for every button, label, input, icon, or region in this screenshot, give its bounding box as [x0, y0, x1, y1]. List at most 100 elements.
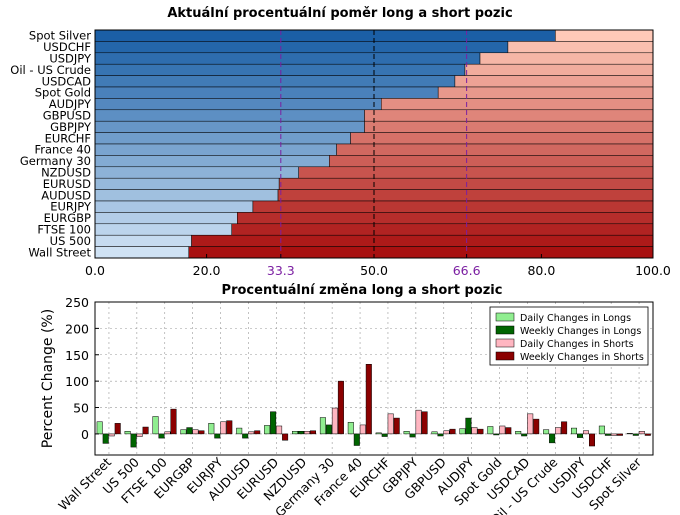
short-bar-7 [364, 109, 654, 122]
change-bar-3-5 [254, 430, 261, 435]
change-bar-2-5 [248, 431, 255, 435]
legend-swatch-3 [495, 351, 515, 361]
category-label-5: Spot Gold [35, 86, 91, 100]
short-bar-4 [454, 75, 654, 88]
short-bar-19 [188, 246, 654, 259]
change-bar-3-12 [449, 428, 456, 435]
category-label-1: USDCHF [43, 40, 91, 54]
y-tick-label-5: 250 [65, 295, 89, 310]
long-bar-19 [94, 246, 189, 259]
long-bar-15 [94, 200, 254, 213]
y-tick-label-2: 100 [65, 374, 89, 389]
change-bar-1-19 [632, 433, 639, 436]
short-bar-10 [336, 143, 654, 156]
change-bar-3-16 [561, 421, 568, 435]
short-bar-6 [381, 98, 654, 111]
short-bar-15 [252, 200, 654, 213]
change-bar-0-3 [180, 429, 187, 435]
top-chart-title: Aktuální procentuální poměr long a short… [167, 6, 512, 21]
y-tick-label-1: 50 [73, 401, 89, 416]
category-label-13: EURUSD [43, 177, 91, 191]
category-label-0: Spot Silver [29, 29, 91, 43]
category-label-6: AUDJPY [49, 97, 92, 111]
long-bar-5 [94, 86, 439, 99]
legend-swatch-0 [495, 312, 515, 322]
change-bar-3-11 [421, 411, 428, 435]
short-bar-2 [479, 52, 654, 65]
change-bar-2-14 [499, 425, 506, 435]
change-bar-0-2 [152, 416, 159, 435]
x-tick-label-6: 100.0 [635, 263, 671, 278]
x-tick-label-2: 33.3 [267, 263, 295, 278]
y-tick-label-0: 0 [81, 427, 89, 442]
category-label-19: Wall Street [28, 245, 91, 259]
change-bar-2-10 [387, 413, 394, 435]
change-bar-3-2 [170, 408, 177, 435]
long-bar-11 [94, 155, 330, 168]
long-bar-14 [94, 189, 279, 202]
category-label-9: EURCHF [45, 131, 91, 145]
change-bar-1-4 [214, 433, 221, 439]
change-bar-2-6 [276, 425, 283, 435]
change-bar-0-15 [515, 431, 522, 435]
long-bar-6 [94, 98, 382, 111]
change-bar-3-19 [644, 433, 651, 436]
change-bar-1-3 [186, 427, 193, 435]
change-bar-1-18 [604, 433, 611, 436]
change-bar-3-14 [505, 427, 512, 435]
change-bar-2-15 [527, 413, 534, 435]
short-bar-13 [278, 177, 654, 190]
short-bar-5 [437, 86, 654, 99]
change-bar-0-16 [543, 429, 550, 435]
category-label-7: GBPUSD [43, 109, 91, 123]
change-bar-3-7 [310, 430, 316, 435]
change-bar-1-14 [493, 433, 500, 436]
short-bar-18 [191, 234, 654, 247]
short-bar-9 [350, 132, 654, 145]
change-bar-2-4 [220, 421, 227, 435]
legend-swatch-2 [495, 338, 515, 348]
change-bar-1-6 [270, 411, 277, 435]
bottom-chart-title: Procentuální změna long a short pozic [222, 283, 503, 298]
legend-label-3: Weekly Changes in Shorts [520, 352, 644, 363]
category-label-2: USDJPY [49, 52, 92, 66]
bottom-plot-frame [94, 301, 654, 456]
change-bar-3-0 [114, 423, 121, 435]
category-label-10: France 40 [34, 143, 91, 157]
long-bar-10 [94, 143, 337, 156]
category-label-8: GBPJPY [50, 120, 92, 134]
change-bar-0-0 [96, 421, 103, 435]
short-bar-11 [329, 155, 654, 168]
change-bar-3-3 [198, 430, 205, 435]
long-bar-2 [94, 52, 481, 65]
change-bar-2-17 [583, 430, 589, 435]
change-bar-2-11 [415, 409, 422, 435]
category-label-11: Germany 30 [20, 154, 91, 168]
change-bar-2-19 [638, 431, 645, 435]
change-bar-3-4 [226, 420, 233, 435]
short-bar-12 [298, 166, 654, 179]
change-bar-1-8 [325, 424, 332, 435]
change-bar-0-18 [598, 425, 605, 435]
change-bar-3-8 [337, 380, 344, 435]
change-bar-3-15 [533, 418, 540, 435]
change-bar-1-1 [130, 433, 137, 448]
change-bar-0-14 [487, 426, 494, 435]
change-bar-0-11 [403, 431, 410, 435]
long-bar-12 [94, 166, 299, 179]
change-bar-1-9 [353, 433, 360, 446]
long-short-ratio-chart: Aktuální procentuální poměr long a short… [10, 6, 671, 278]
change-bar-0-1 [124, 431, 131, 435]
change-bar-2-3 [192, 429, 199, 435]
category-label-14: AUDUSD [41, 188, 91, 202]
change-bar-0-5 [236, 427, 243, 435]
long-bar-9 [94, 132, 351, 145]
change-bar-0-9 [347, 422, 354, 435]
category-label-3: Oil - US Crude [10, 63, 91, 77]
change-bar-2-8 [331, 407, 338, 435]
x-tick-label-3: 50.0 [360, 263, 388, 278]
change-bar-3-10 [393, 417, 400, 435]
short-bar-17 [231, 223, 654, 236]
y-tick-label-3: 150 [65, 348, 89, 363]
